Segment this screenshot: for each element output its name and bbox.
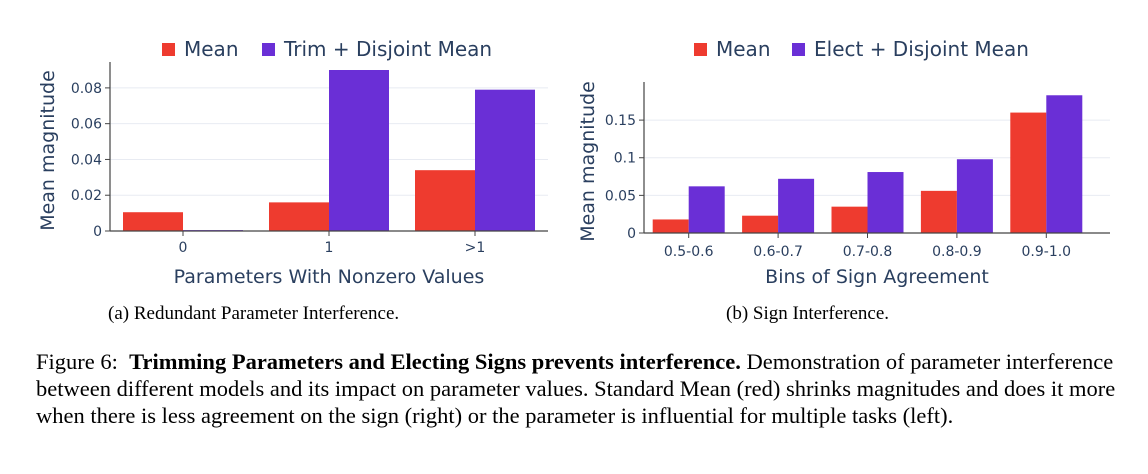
bar-alt-2 <box>475 89 535 231</box>
subcaption-a: (a) Redundant Parameter Interference. <box>108 303 400 324</box>
y-tick-label: 0.1 <box>614 151 636 167</box>
y-tick-label: 0.05 <box>605 188 636 204</box>
x-axis-title: Bins of Sign Agreement <box>765 266 989 288</box>
x-tick-label: 0.6-0.7 <box>753 244 803 260</box>
y-tick-label: 0.02 <box>71 188 102 204</box>
y-tick-label: 0.04 <box>71 152 102 168</box>
chart-sign-interference: 0 0.05 0.1 0.15 0.5-0.6 0.6-0.7 0.7-0.8 0.8-0.9… <box>574 0 1148 300</box>
bar-alt-4 <box>1046 95 1083 233</box>
figure-caption-text: Demonstration of parameter interference … <box>36 349 1116 428</box>
x-tick-label: 0.8-0.9 <box>932 244 982 260</box>
x-axis-title: Parameters With Nonzero Values <box>174 266 485 288</box>
y-tick-label: 0.06 <box>71 117 102 133</box>
x-tick-label: 0.9-1.0 <box>1022 244 1072 260</box>
legend-label-0: Mean <box>184 37 239 61</box>
legend-label-1: Trim + Disjoint Mean <box>283 37 492 61</box>
figure-label: Figure 6: <box>36 349 118 374</box>
bar-mean-2 <box>415 170 475 231</box>
bar-alt-1 <box>329 70 389 231</box>
y-tick-label: 0 <box>627 226 636 242</box>
y-tick-label: 0 <box>93 224 102 240</box>
bar-mean-1 <box>269 202 329 231</box>
bar-mean-2 <box>831 206 868 233</box>
figure-caption: Figure 6: Trimming Parameters and Electi… <box>36 348 1116 429</box>
legend-label-0: Mean <box>716 37 771 61</box>
chart-b-svg: 0 0.05 0.1 0.15 0.5-0.6 0.6-0.7 0.7-0.8 0.8-0.9… <box>577 37 1110 288</box>
x-tick-label: 1 <box>325 240 334 256</box>
chart-redundant-parameter-interference: 0 0.02 0.04 0.06 0.08 0 1 >1 Parameters With Non… <box>0 0 574 300</box>
y-axis-title: Mean magnitude <box>37 70 59 231</box>
y-axis-title: Mean magnitude <box>577 81 599 242</box>
y-tick-label: 0.08 <box>71 81 102 97</box>
y-tick-label: 0.15 <box>605 113 636 129</box>
bar-alt-0 <box>688 186 725 233</box>
bar-mean-1 <box>742 215 779 233</box>
x-tick-label: 0 <box>179 240 188 256</box>
figure-caption-bold: Trimming Parameters and Electing Signs p… <box>129 349 741 374</box>
bar-alt-2 <box>867 172 904 233</box>
subcaption-b: (b) Sign Interference. <box>726 303 890 324</box>
x-tick-label: 0.7-0.8 <box>843 244 893 260</box>
x-tick-label: >1 <box>465 240 486 256</box>
legend-swatch-1 <box>792 43 805 56</box>
bar-alt-3 <box>956 159 993 233</box>
bar-mean-0 <box>123 212 183 231</box>
bar-mean-0 <box>652 219 689 233</box>
bar-alt-1 <box>778 178 815 233</box>
x-tick-label: 0.5-0.6 <box>664 244 714 260</box>
legend-swatch-0 <box>694 43 707 56</box>
bar-mean-3 <box>920 190 957 233</box>
bar-mean-4 <box>1010 112 1047 233</box>
legend-swatch-0 <box>162 43 175 56</box>
legend-label-1: Elect + Disjoint Mean <box>814 37 1029 61</box>
chart-a-svg: 0 0.02 0.04 0.06 0.08 0 1 >1 Parameters With Non… <box>37 37 548 288</box>
legend-swatch-1 <box>262 43 275 56</box>
